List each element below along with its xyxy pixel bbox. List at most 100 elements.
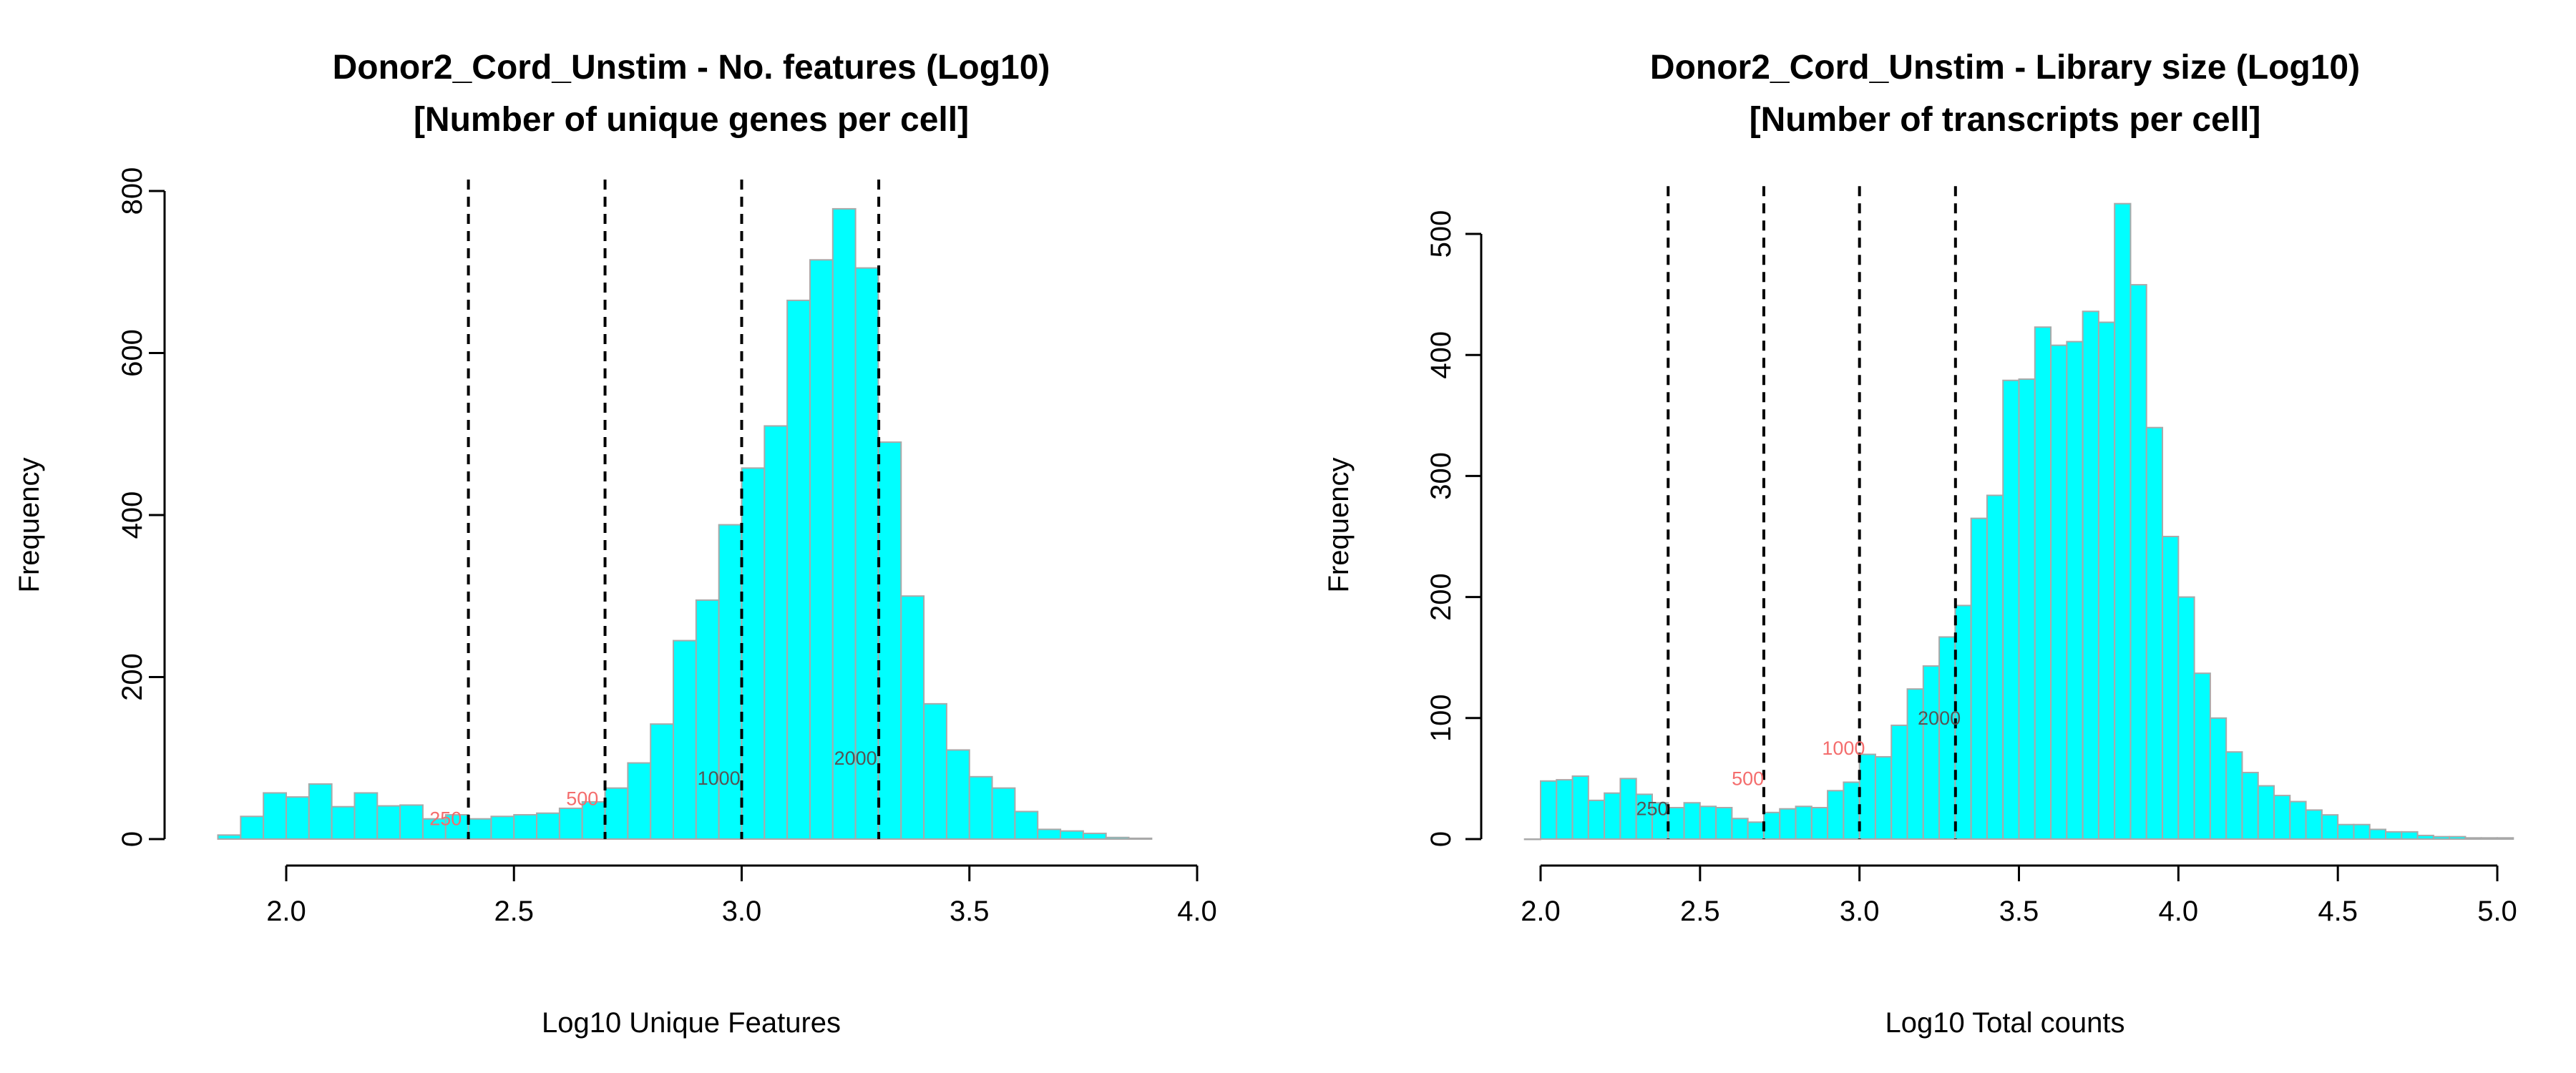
- histogram-bar: [1587, 799, 1606, 840]
- histogram-bar: [1667, 807, 1685, 841]
- histogram-bar: [1762, 811, 1781, 841]
- y-tick-label: 500: [1425, 210, 1457, 258]
- y-tick-label: 0: [117, 831, 148, 847]
- x-tick-label: 3.0: [722, 896, 762, 927]
- chart-title: Donor2_Cord_Unstim - No. features (Log10…: [333, 49, 1050, 87]
- histogram-bar: [1105, 836, 1130, 840]
- histogram-bar: [2257, 785, 2275, 841]
- x-axis-label: Log10 Total counts: [1885, 1007, 2124, 1039]
- histogram-bar: [1128, 837, 1153, 840]
- y-tick-label: 600: [117, 329, 148, 377]
- histogram-bar: [1523, 838, 1541, 841]
- histogram-bar: [1540, 780, 1558, 841]
- histogram-bar: [945, 749, 970, 841]
- x-tick-label: 2.5: [494, 896, 534, 927]
- histogram-bar: [2416, 834, 2434, 841]
- histogram-bar: [1556, 779, 1574, 840]
- histogram-bar: [1715, 807, 1733, 841]
- histogram-bar: [1827, 790, 1845, 840]
- x-tick-label: 3.5: [1999, 896, 2039, 927]
- histogram-bar: [2385, 831, 2403, 840]
- histogram-bar: [1795, 805, 1813, 840]
- histogram-bar: [831, 207, 857, 841]
- threshold-lines: [467, 180, 881, 839]
- histogram-bar: [718, 524, 743, 841]
- histogram-bar: [2449, 836, 2467, 840]
- histogram-bar: [2193, 672, 2211, 841]
- histogram-bar: [741, 467, 766, 840]
- histogram-bar: [1571, 775, 1589, 841]
- histogram-bar: [900, 595, 925, 840]
- chart-subtitle: [Number of transcripts per cell]: [1750, 101, 2261, 139]
- histogram-bar: [490, 815, 515, 841]
- threshold-labels: 250 500 1000 2000: [429, 748, 877, 830]
- histogram-bar: [1890, 724, 1908, 841]
- histogram-bar: [2162, 536, 2180, 840]
- bar-group: [1523, 202, 2514, 841]
- histogram-bar: [581, 800, 606, 841]
- histogram-bar: [1604, 792, 1621, 840]
- histogram-bar: [1874, 755, 1893, 840]
- y-tick-label: 100: [1425, 694, 1457, 742]
- histogram-bar: [536, 812, 560, 841]
- y-tick-label: 400: [117, 491, 148, 539]
- histogram-bar: [650, 723, 675, 840]
- histogram-bar: [376, 805, 401, 840]
- histogram-bar: [2097, 321, 2116, 840]
- x-tick-label: 5.0: [2477, 896, 2517, 927]
- histogram-bar: [1779, 808, 1797, 840]
- histogram-bar: [308, 783, 333, 840]
- features-histogram-panel: Donor2_Cord_Unstim - No. features (Log10…: [14, 49, 1217, 1039]
- y-tick-label: 300: [1425, 452, 1457, 500]
- histogram-bar: [2209, 717, 2228, 840]
- histogram-bar: [2353, 823, 2371, 840]
- histogram-bar: [2177, 596, 2195, 840]
- threshold-lines: [1667, 186, 1957, 839]
- histogram-bar: [2050, 344, 2068, 841]
- histogram-bar: [1037, 828, 1062, 841]
- histogram-bar: [2129, 284, 2147, 840]
- histogram-bar: [1858, 753, 1876, 841]
- y-tick-label: 0: [1425, 831, 1457, 847]
- y-tick-label: 200: [117, 653, 148, 701]
- y-axis-label: Frequency: [1323, 458, 1355, 593]
- histogram-bar: [399, 804, 424, 841]
- histogram-bar: [2305, 809, 2323, 841]
- histogram-bar: [1810, 807, 1829, 841]
- threshold-labels: 250 500 1000 2000: [1636, 707, 1961, 820]
- histogram-bar: [2018, 378, 2036, 840]
- histogram-bar: [2034, 326, 2052, 840]
- histogram-bar: [673, 640, 697, 840]
- histogram-bar: [1014, 810, 1039, 840]
- x-tick-label: 2.0: [1521, 896, 1561, 927]
- y-tick-label: 800: [117, 167, 148, 215]
- histogram-bar: [786, 299, 811, 840]
- histogram-bar: [1986, 494, 2004, 840]
- bar-group: [217, 207, 1153, 841]
- histogram-bar: [2337, 823, 2355, 840]
- x-tick-label: 3.5: [950, 896, 990, 927]
- histogram-bar: [263, 792, 287, 840]
- chart-title: Donor2_Cord_Unstim - Library size (Log10…: [1650, 49, 2360, 87]
- histogram-bar: [2432, 836, 2451, 840]
- y-tick-label: 200: [1425, 573, 1457, 621]
- chart-subtitle: [Number of unique genes per cell]: [414, 101, 969, 139]
- histogram-bar: [763, 425, 789, 840]
- histogram-bar: [1970, 517, 1988, 840]
- histogram-bar: [2497, 837, 2514, 841]
- histogram-bar: [627, 762, 652, 841]
- histogram-bar: [2066, 340, 2084, 840]
- histogram-bar: [2321, 814, 2339, 841]
- threshold-label: 1000: [698, 768, 741, 789]
- threshold-label: 1000: [1822, 738, 1865, 759]
- threshold-label: 2000: [1918, 707, 1961, 729]
- y-axis: 0 100 200 300 400 500: [1425, 210, 1483, 847]
- y-axis: 0 200 400 600 800: [117, 167, 166, 847]
- histogram-bar: [444, 814, 469, 841]
- histogram-bar: [2241, 771, 2259, 840]
- y-axis-label: Frequency: [14, 458, 45, 593]
- histogram-bar: [353, 792, 379, 840]
- x-tick-label: 2.0: [266, 896, 306, 927]
- histogram-bar: [991, 787, 1016, 841]
